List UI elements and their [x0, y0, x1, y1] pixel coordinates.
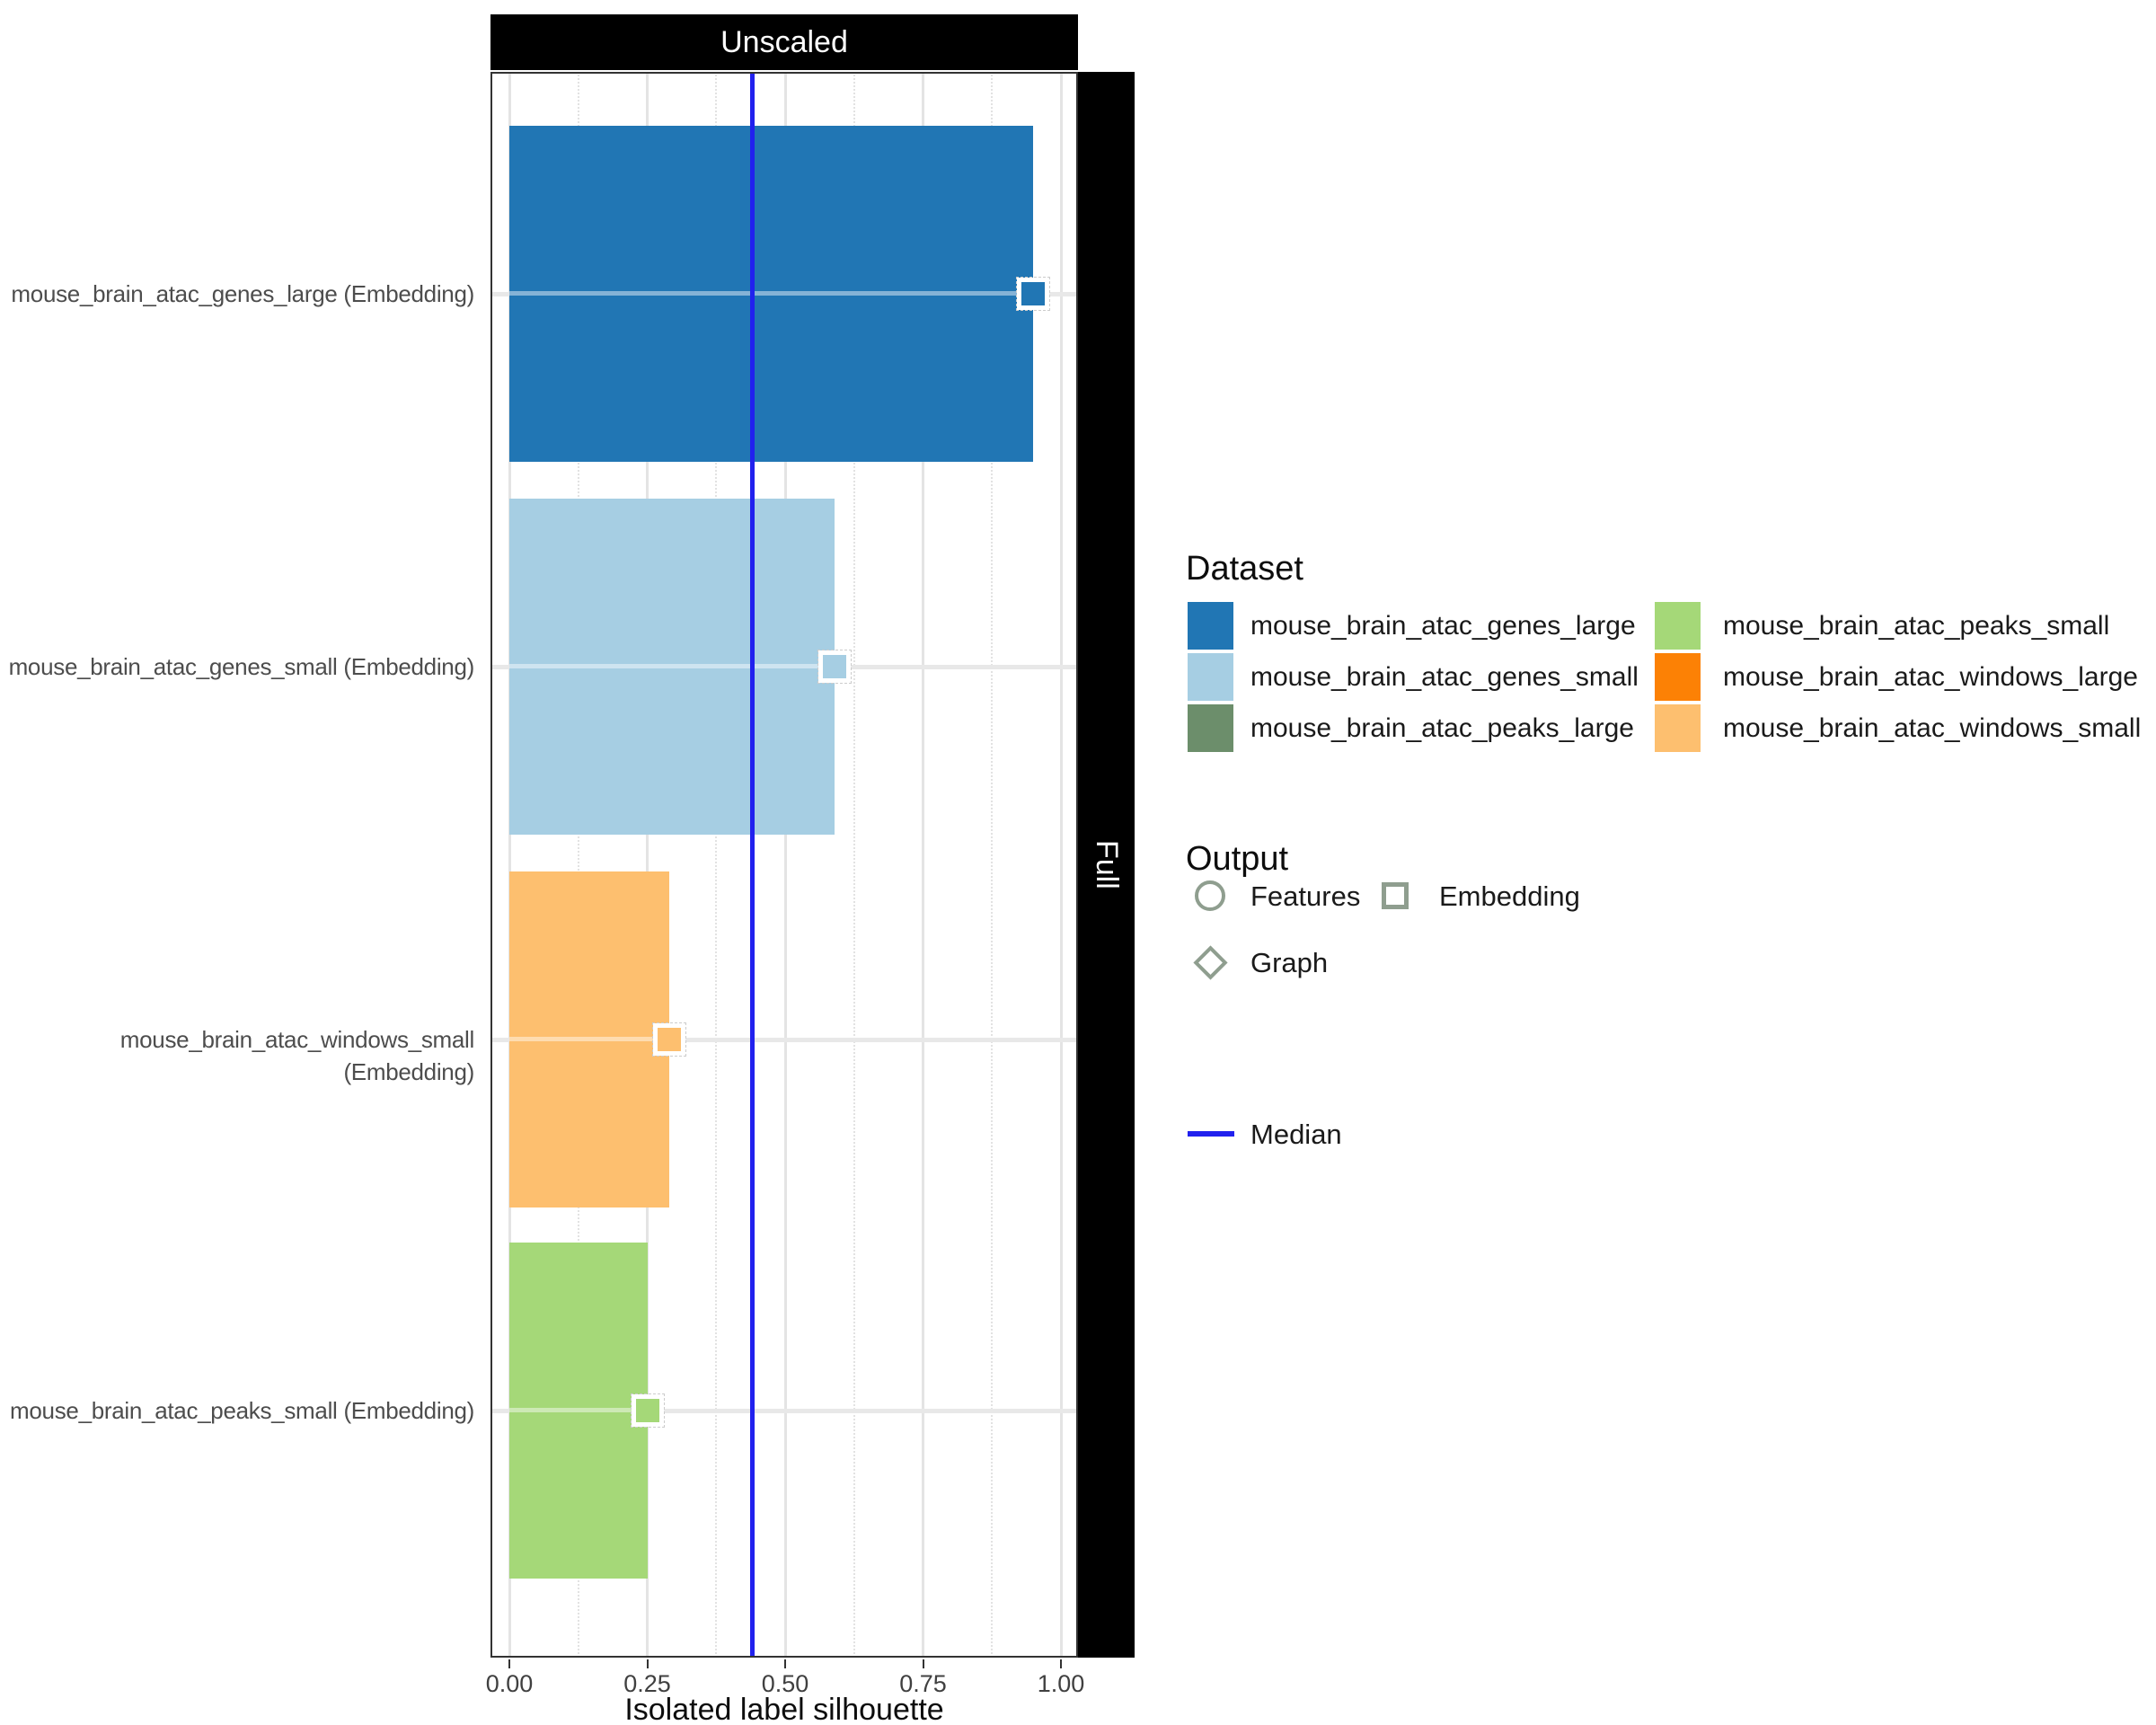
- legend-label-peaks-small: mouse_brain_atac_peaks_small: [1723, 611, 2110, 641]
- legend-label-windows-large: mouse_brain_atac_windows_large: [1723, 662, 2138, 692]
- x-tick-label: 0.50: [761, 1670, 809, 1697]
- facet-strip-top: Unscaled: [490, 14, 1078, 70]
- minor-gridline: [715, 72, 718, 1658]
- legend-label-median: Median: [1250, 1119, 1342, 1150]
- bar-marker-square: [652, 1022, 687, 1057]
- bar-marker-square: [1016, 277, 1051, 311]
- legend-swatch-peaks-small: [1655, 602, 1701, 650]
- x-tick-label: 1.00: [1037, 1670, 1085, 1697]
- x-tick-mark: [646, 1659, 649, 1668]
- x-tick-mark: [784, 1659, 786, 1668]
- bar-marker-square: [630, 1393, 665, 1428]
- minor-gridline: [853, 72, 855, 1658]
- legend-label-genes-large: mouse_brain_atac_genes_large: [1250, 611, 1636, 641]
- bar-marker-square: [817, 650, 853, 684]
- legend-swatch-windows-large: [1655, 653, 1701, 701]
- x-tick-mark: [508, 1659, 510, 1668]
- x-axis-title: Isolated label silhouette: [624, 1693, 944, 1725]
- bar: [509, 499, 835, 835]
- facet-strip-right: Full: [1078, 72, 1135, 1658]
- y-axis-label: mouse_brain_atac_genes_small (Embedding): [8, 653, 475, 680]
- median-line: [749, 72, 755, 1658]
- major-gridline: [783, 72, 787, 1658]
- row-guide-line: [490, 1037, 1078, 1042]
- legend-label-windows-small: mouse_brain_atac_windows_small: [1723, 713, 2142, 743]
- embedding-square-icon: [1382, 882, 1409, 909]
- bar: [509, 126, 1034, 462]
- row-guide-line: [490, 1408, 1078, 1413]
- x-tick-label: 0.75: [899, 1670, 947, 1697]
- legend-dataset-title: Dataset: [1186, 550, 1303, 588]
- legend-output-title: Output: [1186, 840, 1289, 878]
- legend-swatch-genes-large: [1188, 602, 1233, 650]
- minor-gridline: [991, 72, 994, 1658]
- x-tick-mark: [922, 1659, 924, 1668]
- x-tick-label: 0.25: [623, 1670, 671, 1697]
- y-axis-label: mouse_brain_atac_peaks_small (Embedding): [10, 1397, 474, 1424]
- bar-stripe: [509, 664, 835, 668]
- bar-stripe: [509, 1037, 670, 1041]
- plot-panel: [490, 72, 1078, 1658]
- major-gridline: [646, 72, 649, 1658]
- legend-label-graph: Graph: [1250, 947, 1329, 978]
- legend-label-genes-small: mouse_brain_atac_genes_small: [1250, 662, 1639, 692]
- bar-stripe: [509, 1408, 648, 1412]
- legend-label-peaks-large: mouse_brain_atac_peaks_large: [1250, 713, 1634, 743]
- minor-gridline: [577, 72, 579, 1658]
- legend-swatch-genes-small: [1188, 653, 1233, 701]
- bar: [509, 871, 670, 1208]
- legend-label-embedding: Embedding: [1439, 880, 1580, 912]
- graph-diamond-icon: [1193, 945, 1228, 980]
- major-gridline: [1059, 72, 1063, 1658]
- legend-swatch-peaks-large: [1188, 704, 1233, 752]
- bar-stripe: [509, 291, 1034, 296]
- y-axis-label: mouse_brain_atac_genes_large (Embedding): [11, 280, 474, 307]
- y-axis-label: mouse_brain_atac_windows_small (Embeddin…: [119, 1026, 475, 1085]
- x-tick-mark: [1060, 1659, 1062, 1668]
- major-gridline: [508, 72, 511, 1658]
- facet-strip-top-label: Unscaled: [720, 24, 848, 59]
- legend-swatch-windows-small: [1655, 704, 1701, 752]
- bar: [509, 1243, 648, 1579]
- major-gridline: [922, 72, 924, 1658]
- features-circle-icon: [1195, 880, 1225, 911]
- median-line-icon: [1188, 1131, 1234, 1137]
- x-tick-label: 0.00: [485, 1670, 534, 1697]
- facet-strip-right-label: Full: [1090, 840, 1124, 889]
- legend-label-features: Features: [1250, 880, 1361, 912]
